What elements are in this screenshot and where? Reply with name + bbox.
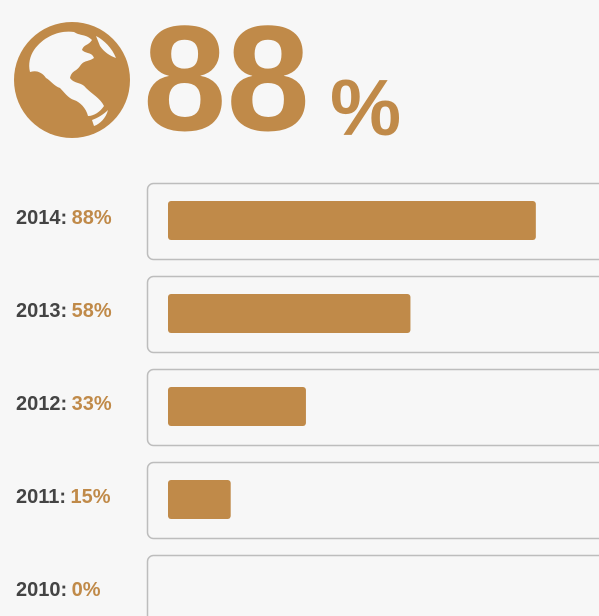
bar-track <box>146 461 599 540</box>
bar <box>168 201 536 240</box>
bar <box>168 387 306 426</box>
year-label: 2011: <box>16 486 66 508</box>
value-label: 15% <box>71 486 111 508</box>
row-label: 2014: 88% <box>16 207 112 229</box>
headline-unit: % <box>330 63 401 152</box>
continent <box>29 31 116 126</box>
bar <box>168 294 411 333</box>
value-label: 88% <box>72 207 112 229</box>
year-label: 2013: <box>16 300 67 322</box>
globe-icon <box>14 22 130 138</box>
row-label: 2013: 58% <box>16 300 112 322</box>
year-label: 2014: <box>16 207 67 229</box>
year-label: 2010: <box>16 579 67 601</box>
year-label: 2012: <box>16 393 67 415</box>
row-label: 2011: 15% <box>16 486 111 508</box>
bar <box>168 480 231 519</box>
row-label: 2012: 33% <box>16 393 112 415</box>
value-label: 58% <box>72 300 112 322</box>
value-label: 33% <box>72 393 112 415</box>
bar-track <box>146 554 599 616</box>
value-label: 0% <box>72 579 101 601</box>
headline-number: 88 <box>143 0 310 162</box>
row-label: 2010: 0% <box>16 579 101 601</box>
